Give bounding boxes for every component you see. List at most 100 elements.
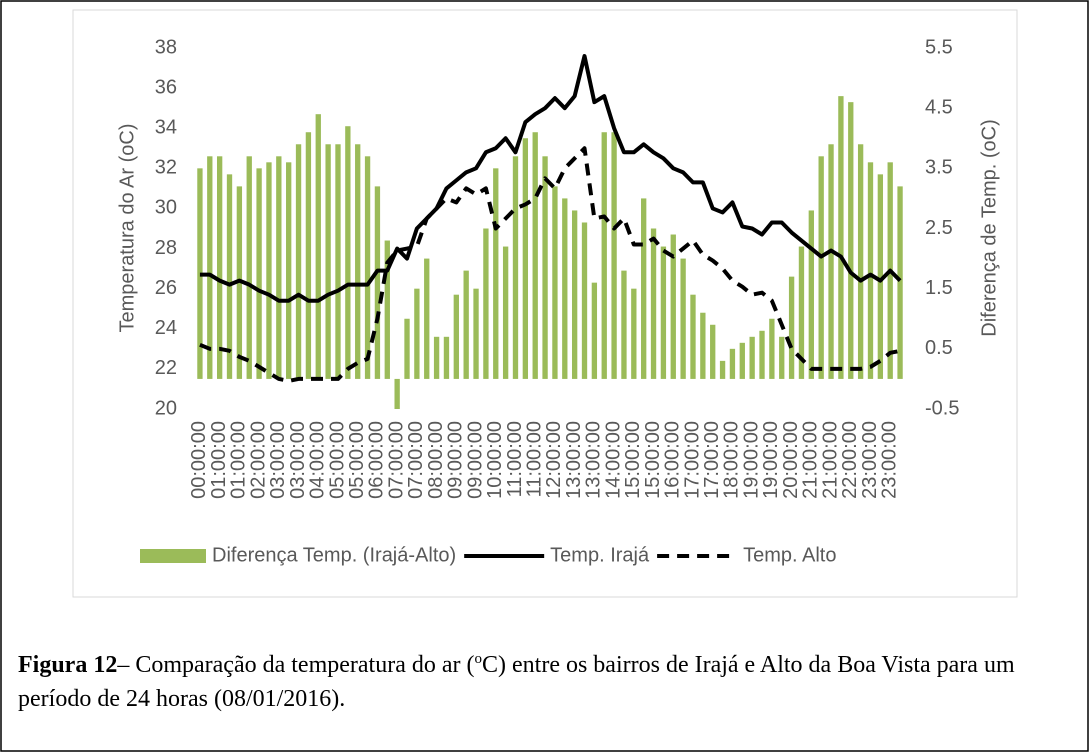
bar: [788, 276, 795, 379]
bar: [502, 246, 509, 379]
bar: [207, 156, 213, 379]
y-tick-label: 36: [155, 76, 177, 98]
bar: [631, 288, 637, 379]
x-tick-label: 22:00:00: [839, 421, 861, 499]
bar: [433, 336, 440, 379]
x-tick-label: 23:00:00: [859, 421, 881, 499]
bar: [759, 330, 765, 379]
legend-label: Diferença Temp. (Irajá-Alto): [212, 544, 456, 566]
y-tick-label: 24: [155, 317, 177, 339]
bar: [828, 144, 834, 379]
bar: [414, 288, 420, 379]
bar: [325, 144, 331, 379]
y2-tick-label: 0.5: [925, 337, 953, 359]
bar: [641, 198, 647, 379]
x-tick-label: 03:00:00: [287, 421, 309, 499]
x-tick-label: 20:00:00: [780, 421, 802, 499]
x-tick-label: 05:00:00: [326, 421, 348, 499]
y-tick-label: 22: [155, 357, 177, 379]
x-tick-label: 15:00:00: [642, 421, 664, 499]
bar: [226, 174, 233, 379]
bar: [374, 186, 381, 379]
bar: [286, 162, 292, 379]
line: [199, 146, 901, 383]
bar: [710, 324, 716, 379]
bar: [848, 102, 854, 379]
bar: [542, 156, 548, 379]
bar: [305, 132, 312, 379]
bar: [424, 258, 430, 379]
bar: [404, 318, 410, 379]
legend-swatch: [140, 549, 206, 563]
y2-axis-title: Diferença de Temp. (oC): [978, 119, 1000, 337]
bar: [335, 144, 341, 379]
bar: [680, 258, 686, 379]
x-tick-label: 09:00:00: [445, 421, 467, 499]
caption: Figura 12– Comparação da temperatura do …: [18, 642, 1080, 716]
bar: [315, 114, 321, 379]
line: [199, 54, 902, 303]
y2-tick-label: 3.5: [925, 157, 953, 179]
x-tick-label: 15:00:00: [622, 421, 644, 499]
bar: [690, 294, 696, 379]
bar: [355, 144, 361, 379]
y2-tick-label: 5.5: [925, 36, 953, 58]
x-tick-label: 07:00:00: [385, 421, 407, 499]
x-tick-label: 00:00:00: [188, 421, 210, 499]
bar: [897, 186, 903, 379]
bar: [473, 288, 479, 379]
x-tick-label: 17:00:00: [701, 421, 723, 499]
bar: [729, 348, 736, 379]
bar: [798, 246, 805, 379]
x-tick-label: 04:00:00: [307, 421, 329, 499]
bar: [562, 198, 568, 379]
x-tick-label: 13:00:00: [563, 421, 585, 499]
bar: [453, 294, 459, 379]
y-tick-label: 28: [155, 237, 177, 259]
bar: [345, 126, 351, 379]
bar: [512, 156, 519, 379]
bar: [700, 312, 706, 379]
caption-label: Figura 12: [18, 652, 118, 678]
bar: [216, 156, 223, 379]
y-tick-label: 38: [155, 36, 177, 58]
bar: [256, 168, 262, 379]
x-tick-label: 08:00:00: [425, 421, 447, 499]
x-tick-label: 05:00:00: [346, 421, 368, 499]
caption-text: C) entre os bairros de Irajá e Alto da B…: [18, 652, 1015, 712]
x-tick-label: 11:00:00: [523, 421, 545, 497]
legend-label: Temp. Irajá: [550, 544, 650, 566]
bar: [571, 210, 578, 379]
bar: [266, 162, 272, 379]
legend-label: Temp. Alto: [743, 544, 836, 566]
bar: [364, 156, 371, 379]
bar: [443, 336, 450, 379]
bar: [621, 270, 627, 379]
y2-tick-label: 2.5: [925, 217, 953, 239]
x-tick-label: 01:00:00: [228, 421, 250, 499]
x-tick-label: 02:00:00: [247, 421, 269, 499]
bar: [650, 228, 657, 379]
bar: [838, 96, 844, 379]
bar: [493, 168, 499, 379]
y2-tick-label: 4.5: [925, 96, 953, 118]
bar: [246, 156, 252, 379]
x-tick-label: 14:00:00: [602, 421, 624, 499]
chart-frame: [72, 9, 1018, 598]
bar: [276, 156, 282, 379]
x-tick-label: 17:00:00: [681, 421, 703, 499]
bar: [384, 240, 390, 379]
bar: [719, 360, 726, 379]
x-tick-label: 23:00:00: [878, 421, 900, 499]
x-tick-label: 11:00:00: [504, 421, 526, 497]
bar: [601, 132, 607, 379]
bar: [877, 174, 884, 379]
bar: [552, 186, 558, 379]
bar: [749, 336, 755, 379]
y2-tick-label: 1.5: [925, 277, 953, 299]
bar: [463, 270, 469, 379]
y-axis-title: Temperatura do Ar (oC): [116, 124, 138, 333]
caption-text: – Comparação da temperatura do ar (: [117, 652, 475, 678]
